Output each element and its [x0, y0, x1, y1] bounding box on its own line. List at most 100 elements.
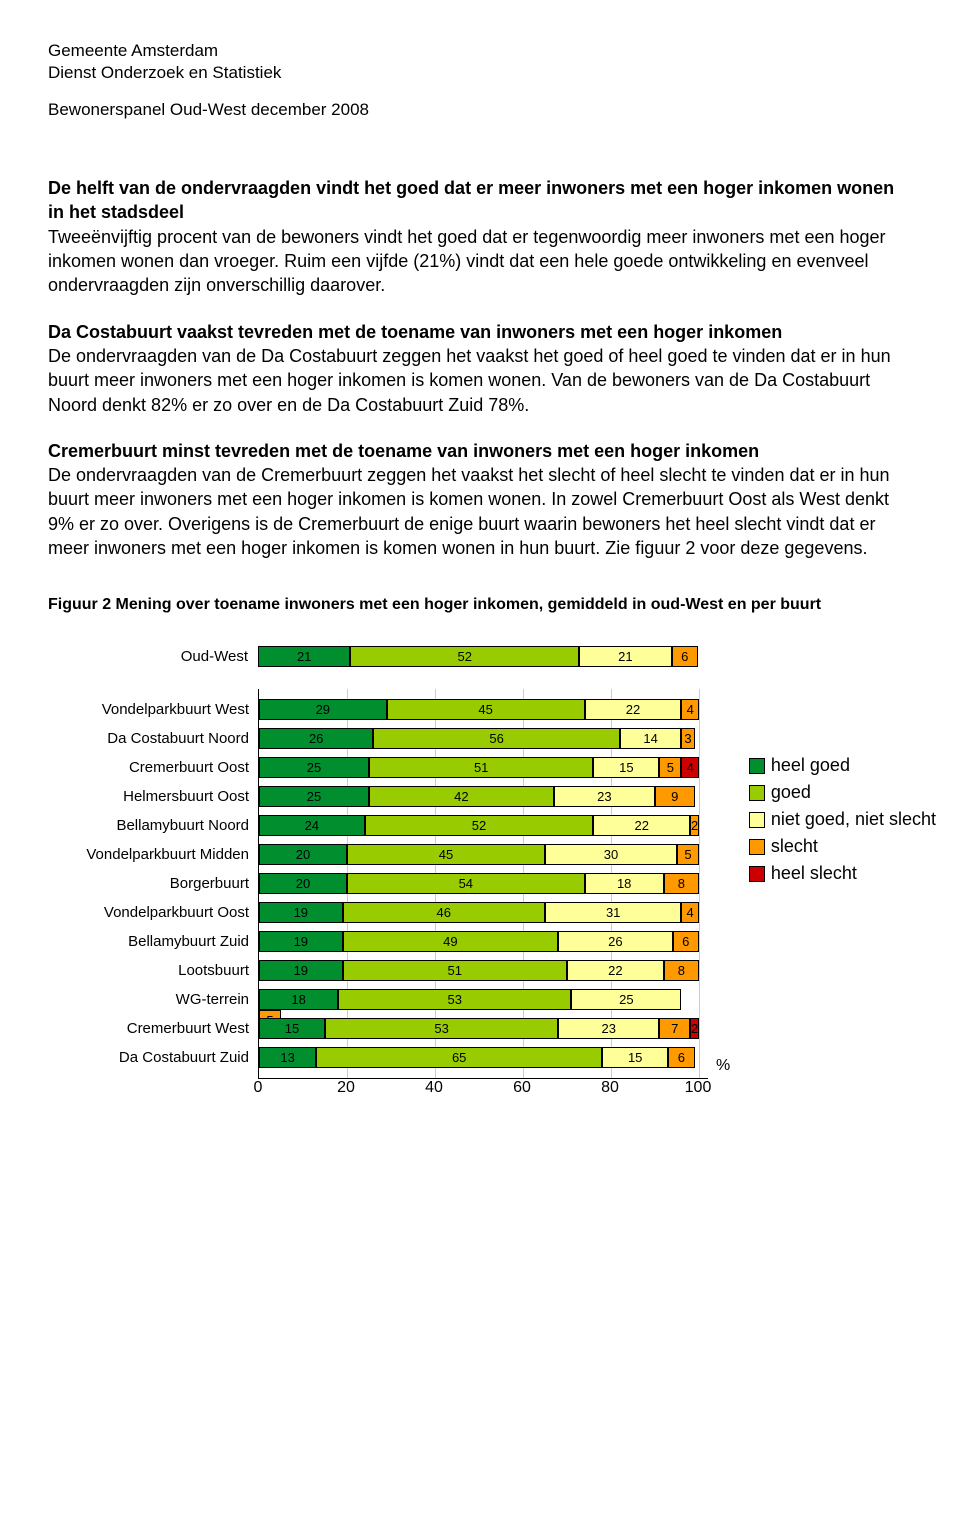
row-label: Da Costabuurt Noord — [49, 730, 259, 747]
chart-row: Lootsbuurt1951228 — [49, 956, 708, 985]
bar-segment: 46 — [343, 902, 545, 923]
bar-segment: 45 — [347, 844, 545, 865]
bar-segment: 24 — [259, 815, 365, 836]
bar-track: 2945224 — [259, 699, 699, 720]
chart-row: Bellamybuurt Zuid1949266 — [49, 927, 708, 956]
bar-segment: 21 — [579, 646, 671, 667]
row-label: Helmersbuurt Oost — [49, 788, 259, 805]
row-label: Oud-West — [48, 648, 258, 665]
bar-segment: 29 — [259, 699, 387, 720]
bar-segment: 51 — [343, 960, 567, 981]
bar-track: 2054188 — [259, 873, 699, 894]
bar-segment: 7 — [659, 1018, 690, 1039]
chart-row: Da Costabuurt Zuid1365156 — [49, 1043, 708, 1072]
bar-track: 1853255 — [259, 989, 699, 1010]
bar-segment: 26 — [259, 728, 373, 749]
row-label: Bellamybuurt Noord — [49, 817, 259, 834]
row-label: Cremerbuurt West — [49, 1020, 259, 1037]
row-label: Lootsbuurt — [49, 962, 259, 979]
bar-segment: 22 — [567, 960, 664, 981]
x-tick-label: 40 — [425, 1079, 443, 1097]
legend-swatch — [749, 785, 765, 801]
bar-segment: 30 — [545, 844, 677, 865]
bar-segment: 5 — [677, 844, 699, 865]
bar-segment: 22 — [585, 699, 682, 720]
bar-segment: 6 — [673, 931, 699, 952]
row-label: WG-terrein — [49, 991, 259, 1008]
legend-swatch — [749, 866, 765, 882]
header-line2: Dienst Onderzoek en Statistiek — [48, 62, 912, 84]
row-label: Da Costabuurt Zuid — [49, 1049, 259, 1066]
chart-row: Helmersbuurt Oost2542239 — [49, 782, 708, 811]
bar-segment: 18 — [259, 989, 338, 1010]
bar-segment: 53 — [338, 989, 571, 1010]
bar-segment: 9 — [655, 786, 695, 807]
legend-swatch — [749, 812, 765, 828]
bar-segment: 56 — [373, 728, 619, 749]
bar-segment: 15 — [602, 1047, 668, 1068]
bar-segment: 52 — [365, 815, 594, 836]
row-label: Borgerbuurt — [49, 875, 259, 892]
x-axis: 020406080100 — [258, 1079, 708, 1099]
bar-segment: 53 — [325, 1018, 558, 1039]
legend-label: heel goed — [771, 752, 850, 779]
legend-item: slecht — [749, 833, 936, 860]
section1-body: Tweeënvijftig procent van de bewoners vi… — [48, 225, 912, 298]
legend-label: slecht — [771, 833, 818, 860]
legend-swatch — [749, 758, 765, 774]
x-tick-label: 20 — [337, 1079, 355, 1097]
chart-row: Vondelparkbuurt Midden2045305 — [49, 840, 708, 869]
bar-segment: 19 — [259, 960, 343, 981]
bar-track: 2542239 — [259, 786, 699, 807]
bar-segment: 4 — [681, 699, 699, 720]
legend-item: heel goed — [749, 752, 936, 779]
row-label: Vondelparkbuurt Oost — [49, 904, 259, 921]
row-label: Bellamybuurt Zuid — [49, 933, 259, 950]
bar-segment: 6 — [672, 646, 698, 667]
bar-segment: 14 — [620, 728, 682, 749]
bar-segment: 20 — [259, 844, 347, 865]
chart-row: WG-terrein1853255 — [49, 985, 708, 1014]
bar-segment: 19 — [259, 902, 343, 923]
legend-label: heel slecht — [771, 860, 857, 887]
section3-heading: Cremerbuurt minst tevreden met de toenam… — [48, 439, 912, 463]
legend-item: goed — [749, 779, 936, 806]
bar-segment: 51 — [369, 757, 593, 778]
bar-track: 2152216 — [258, 646, 698, 667]
header-sub: Bewonerspanel Oud-West december 2008 — [48, 100, 912, 120]
bar-track: 25511554 — [259, 757, 699, 778]
legend-item: niet goed, niet slecht — [749, 806, 936, 833]
bar-segment: 4 — [681, 757, 699, 778]
bar-track: 1946314 — [259, 902, 699, 923]
bar-segment: 23 — [554, 786, 655, 807]
section1-heading: De helft van de ondervraagden vindt het … — [48, 176, 912, 225]
bar-segment: 13 — [259, 1047, 316, 1068]
chart-row: Vondelparkbuurt Oost1946314 — [49, 898, 708, 927]
bar-track: 1951228 — [259, 960, 699, 981]
plot-area: Vondelparkbuurt West2945224Da Costabuurt… — [258, 689, 708, 1079]
bar-segment: 52 — [350, 646, 579, 667]
bar-segment: 25 — [259, 757, 369, 778]
row-label: Vondelparkbuurt West — [49, 701, 259, 718]
percent-symbol: % — [716, 1057, 730, 1075]
row-label: Vondelparkbuurt Midden — [49, 846, 259, 863]
chart-row: Cremerbuurt West15532372 — [49, 1014, 708, 1043]
chart-row: Cremerbuurt Oost25511554 — [49, 753, 708, 782]
legend-swatch — [749, 839, 765, 855]
bar-track: 1365156 — [259, 1047, 699, 1068]
bar-segment: 15 — [259, 1018, 325, 1039]
bar-track: 2452222 — [259, 815, 699, 836]
legend: heel goedgoedniet goed, niet slechtslech… — [749, 752, 936, 887]
bar-segment: 6 — [668, 1047, 694, 1068]
bar-segment: 3 — [681, 728, 694, 749]
bar-track: 1949266 — [259, 931, 699, 952]
bar-segment: 8 — [664, 960, 699, 981]
bar-segment: 15 — [593, 757, 659, 778]
bar-segment: 42 — [369, 786, 554, 807]
section3-body: De ondervraagden van de Cremerbuurt zegg… — [48, 463, 912, 560]
bar-segment: 45 — [387, 699, 585, 720]
bar-segment: 65 — [316, 1047, 602, 1068]
bar-segment: 31 — [545, 902, 681, 923]
bar-segment: 5 — [659, 757, 681, 778]
bar-track: 15532372 — [259, 1018, 699, 1039]
